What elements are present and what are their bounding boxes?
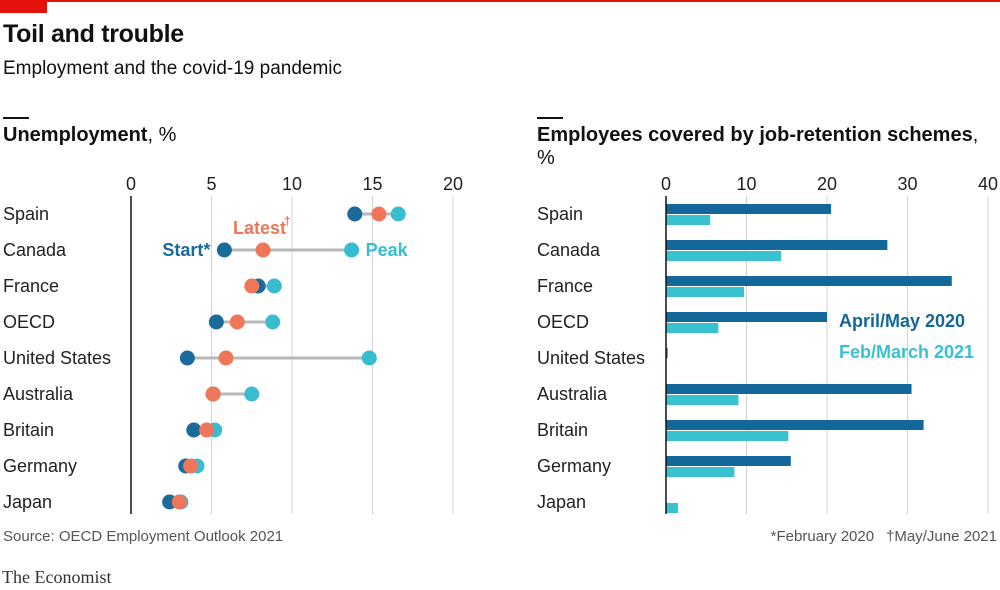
left-latest-dot — [371, 206, 387, 222]
right-bar-feb-march — [666, 251, 782, 261]
left-start-dot — [208, 314, 224, 330]
left-category-label: Japan — [3, 492, 52, 512]
right-x-tick-label: 20 — [817, 174, 837, 194]
left-category-label: OECD — [3, 312, 55, 332]
left-panel-title: Unemployment, % — [3, 124, 177, 146]
brand-red-tag — [0, 0, 47, 13]
right-category-label: United States — [537, 348, 645, 368]
left-latest-dot — [229, 314, 245, 330]
left-peak-dot — [390, 206, 406, 222]
right-legend-feb-march: Feb/March 2021 — [839, 342, 974, 362]
right-category-label: Canada — [537, 240, 601, 260]
right-bar-feb-march — [666, 287, 745, 297]
right-bar-april-may — [666, 276, 952, 286]
chart-subtitle: Employment and the covid-19 pandemic — [3, 58, 343, 79]
left-x-tick-label: 0 — [126, 174, 136, 194]
right-category-label: OECD — [537, 312, 589, 332]
right-bar-april-may — [666, 240, 888, 250]
left-latest-dot — [244, 278, 260, 294]
right-category-label: Britain — [537, 420, 588, 440]
footnote-latest: †May/June 2021 — [886, 528, 997, 545]
footnote-start: *February 2020 — [770, 528, 875, 545]
left-category-label: France — [3, 276, 59, 296]
left-peak-dot — [266, 278, 282, 294]
right-bar-april-may — [666, 204, 832, 214]
right-bar-feb-march — [666, 467, 735, 477]
left-category-label: United States — [3, 348, 111, 368]
right-x-tick-label: 10 — [736, 174, 756, 194]
left-latest-dot — [199, 422, 215, 438]
right-category-label: Japan — [537, 492, 586, 512]
right-legend-april-may: April/May 2020 — [839, 311, 965, 331]
left-latest-dot — [218, 350, 234, 366]
left-latest-dot — [183, 458, 199, 474]
right-category-label: Germany — [537, 456, 611, 476]
left-peak-dot — [361, 350, 377, 366]
right-x-tick-label: 30 — [897, 174, 917, 194]
left-start-dot — [347, 206, 363, 222]
right-category-label: Spain — [537, 204, 583, 224]
left-category-label: Spain — [3, 204, 49, 224]
left-latest-dot — [171, 494, 187, 510]
left-latest-dot — [255, 242, 271, 258]
left-latest-dot — [205, 386, 221, 402]
left-peak-dot — [265, 314, 281, 330]
source-note: Source: OECD Employment Outlook 2021 — [3, 528, 284, 545]
right-category-label: Australia — [537, 384, 608, 404]
left-panel-rule — [3, 117, 29, 119]
left-x-tick-label: 5 — [206, 174, 216, 194]
left-x-tick-label: 20 — [443, 174, 463, 194]
left-start-dot — [186, 422, 202, 438]
right-bar-feb-march — [666, 431, 789, 441]
chart-title: Toil and trouble — [3, 20, 184, 48]
right-panel-title: Employees covered by job-retention schem… — [537, 124, 979, 169]
right-bar-feb-march — [666, 503, 679, 513]
right-bar-feb-march — [666, 215, 711, 225]
right-x-tick-label: 0 — [661, 174, 671, 194]
footnotes: *February 2020 †May/June 2021 — [759, 528, 997, 545]
left-start-dot — [179, 350, 195, 366]
left-category-label: Germany — [3, 456, 77, 476]
left-category-label: Australia — [3, 384, 74, 404]
left-annotation-latest-dagger: † — [284, 214, 291, 228]
right-x-tick-label: 40 — [978, 174, 998, 194]
left-annotation-latest: Latest — [233, 218, 286, 238]
left-peak-dot — [344, 242, 360, 258]
right-bar-april-may — [666, 420, 924, 430]
right-bar-april-may — [666, 348, 668, 358]
left-x-tick-label: 10 — [282, 174, 302, 194]
right-bar-april-may — [666, 312, 827, 322]
right-category-label: France — [537, 276, 593, 296]
right-bar-april-may — [666, 384, 912, 394]
left-category-label: Britain — [3, 420, 54, 440]
right-bar-feb-march — [666, 395, 739, 405]
left-annotation-start: Start* — [162, 240, 210, 260]
right-bar-feb-march — [666, 323, 719, 333]
left-start-dot — [216, 242, 232, 258]
left-category-label: Canada — [3, 240, 67, 260]
right-panel-rule — [537, 117, 563, 119]
left-annotation-peak: Peak — [366, 240, 409, 260]
right-bar-april-may — [666, 456, 791, 466]
left-x-tick-label: 15 — [362, 174, 382, 194]
left-peak-dot — [244, 386, 260, 402]
economist-brand: The Economist — [2, 567, 112, 587]
top-accent-line — [0, 0, 1000, 2]
